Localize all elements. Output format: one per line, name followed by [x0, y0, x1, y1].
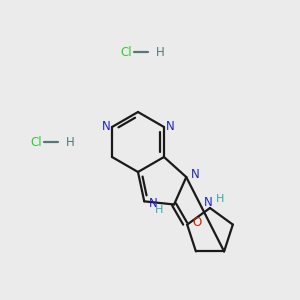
Text: O: O	[192, 216, 201, 229]
Text: H: H	[156, 46, 165, 59]
Text: H: H	[216, 194, 224, 204]
Text: H: H	[66, 136, 75, 148]
Text: Cl: Cl	[120, 46, 132, 59]
Text: H: H	[155, 205, 164, 215]
Text: N: N	[102, 121, 110, 134]
Text: N: N	[204, 196, 212, 208]
Text: N: N	[149, 197, 158, 210]
Text: N: N	[191, 168, 200, 181]
Text: N: N	[166, 119, 174, 133]
Text: Cl: Cl	[30, 136, 42, 148]
